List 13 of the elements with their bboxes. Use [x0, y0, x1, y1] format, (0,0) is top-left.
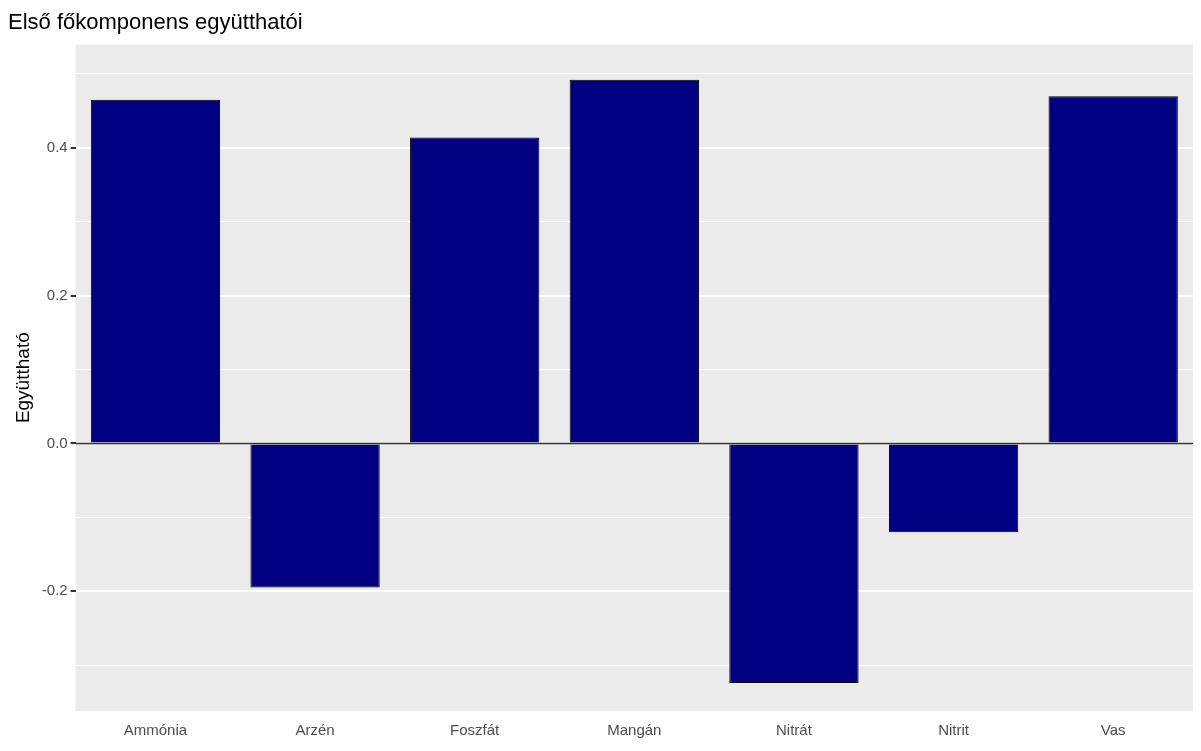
- x-tick-label: Mangán: [607, 721, 662, 739]
- x-tick-label: Nitrát: [776, 721, 813, 739]
- y-tick-label: 0.0: [46, 433, 68, 451]
- y-axis-title: Együttható: [11, 332, 33, 424]
- y-tick-label: 0.2: [46, 285, 68, 303]
- x-tick-label: Ammónia: [123, 721, 188, 739]
- x-tick-label: Arzén: [295, 721, 335, 739]
- y-tick-label: -0.2: [41, 581, 68, 599]
- y-tick-label: 0.4: [46, 138, 68, 155]
- x-tick-label: Foszfát: [450, 721, 501, 739]
- x-tick-label: Nitrit: [938, 721, 970, 739]
- x-tick-label: Vas: [1100, 721, 1126, 739]
- chart-title: Első főkomponens együtthatói: [8, 9, 303, 35]
